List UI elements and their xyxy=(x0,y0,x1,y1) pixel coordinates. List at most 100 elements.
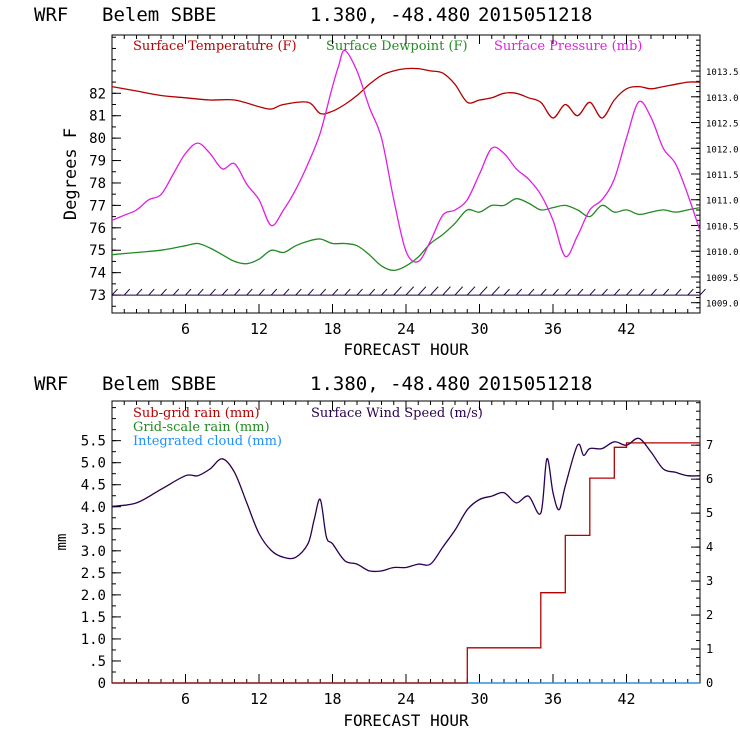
top-init-label: 2015051218 xyxy=(478,4,592,26)
wind-barb xyxy=(650,288,657,296)
y-tick-label: 5.5 xyxy=(81,434,106,450)
wind-barb xyxy=(540,288,547,296)
wind-barbs xyxy=(111,286,706,296)
x-tick-label: 6 xyxy=(181,320,190,338)
wind-barb xyxy=(577,288,584,296)
y2-tick-label: 6 xyxy=(706,472,713,486)
y-tick-label: 77 xyxy=(89,198,106,214)
bottom-panel: WRF Belem SBBE 1.380, -48.480 2015051218… xyxy=(34,373,713,730)
y2-tick-label: 1010.0 xyxy=(706,248,739,258)
wind-barb xyxy=(528,288,535,296)
x-tick-label: 36 xyxy=(544,320,562,338)
bottom-x-ticks: 6 12 18 24 30 36 42 xyxy=(111,401,701,708)
x-tick-label: 30 xyxy=(470,320,488,338)
y-tick-label: 78 xyxy=(89,176,106,192)
bottom-legend-subgrid: Sub-grid rain (mm) xyxy=(133,406,260,421)
top-legend-pressure: Surface Pressure (mb) xyxy=(494,39,642,54)
y2-tick-label: 7 xyxy=(706,438,713,452)
wind-barb xyxy=(589,288,596,296)
wind-barb xyxy=(111,288,118,296)
wind-barb xyxy=(246,288,253,296)
y2-tick-label: 1 xyxy=(706,642,713,656)
top-x-ticks: 6 12 18 24 30 36 42 xyxy=(111,35,701,338)
x-tick-label: 18 xyxy=(323,690,341,708)
wind-barb xyxy=(209,288,216,296)
wind-barb xyxy=(307,288,314,296)
bottom-init-label: 2015051218 xyxy=(478,373,592,395)
wind-barb xyxy=(503,288,510,296)
x-tick-label: 18 xyxy=(323,320,341,338)
wind-barb xyxy=(123,288,131,296)
y2-tick-label: 1012.5 xyxy=(706,120,739,130)
y2-tick-label: 1012.0 xyxy=(706,145,739,155)
wind-barb xyxy=(185,288,192,296)
wind-barb xyxy=(381,288,388,296)
wind-barb xyxy=(160,288,167,296)
y2-tick-label: 1009.5 xyxy=(706,274,739,284)
x-tick-label: 42 xyxy=(617,690,635,708)
y2-tick-label: 1013.0 xyxy=(706,94,739,104)
top-legend-temperature: Surface Temperature (F) xyxy=(133,39,297,54)
y-tick-label: 80 xyxy=(89,131,106,147)
x-tick-label: 12 xyxy=(250,320,268,338)
wind-barb xyxy=(393,286,402,296)
top-plot-frame xyxy=(111,34,701,314)
bottom-legend-gridscale: Grid-scale rain (mm) xyxy=(133,420,270,435)
y2-tick-label: 4 xyxy=(706,540,713,554)
y2-tick-label: 1011.5 xyxy=(706,171,739,181)
wind-barb xyxy=(479,286,488,296)
y-tick-label: 2.0 xyxy=(81,588,106,604)
top-x-axis-label: FORECAST HOUR xyxy=(343,340,469,359)
wind-barb xyxy=(626,288,633,296)
y-tick-label: 1.5 xyxy=(81,610,106,626)
y2-tick-label: 2 xyxy=(706,608,713,622)
y-tick-label: 79 xyxy=(89,154,106,170)
top-y-ticks: 73 74 75 76 77 78 79 80 81 82 xyxy=(89,36,121,307)
wind-barb xyxy=(687,288,694,296)
wind-barb xyxy=(172,288,180,296)
wind-barb xyxy=(552,288,559,296)
y-tick-label: 3.5 xyxy=(81,522,106,538)
wind-barb xyxy=(332,288,339,296)
bottom-model-label: WRF xyxy=(34,373,68,395)
bottom-y-axis-label: mm xyxy=(54,534,70,551)
y-tick-label: 5.0 xyxy=(81,456,106,472)
y-tick-label: 81 xyxy=(89,109,106,125)
y-tick-label: 74 xyxy=(89,266,106,282)
x-tick-label: 36 xyxy=(544,690,562,708)
y-tick-label: 73 xyxy=(89,288,106,304)
wind-barb xyxy=(442,286,451,296)
y2-tick-label: 1013.5 xyxy=(706,68,739,78)
x-tick-label: 42 xyxy=(617,320,635,338)
wind-barb xyxy=(675,288,682,296)
top-legend-dewpoint: Surface Dewpoint (F) xyxy=(326,39,468,54)
y-tick-label: .5 xyxy=(89,654,106,670)
x-tick-label: 12 xyxy=(250,690,268,708)
y2-tick-label: 5 xyxy=(706,506,713,520)
x-tick-label: 24 xyxy=(397,690,415,708)
wind-barb xyxy=(258,288,265,296)
y-tick-label: 0 xyxy=(98,676,106,692)
wind-barb xyxy=(197,288,204,296)
top-panel: WRF Belem SBBE 1.380, -48.480 2015051218… xyxy=(34,4,739,359)
x-tick-label: 6 xyxy=(181,690,190,708)
y2-tick-label: 1011.0 xyxy=(706,197,739,207)
y-tick-label: 2.5 xyxy=(81,566,106,582)
wind-speed-line xyxy=(111,437,701,573)
wind-barb xyxy=(430,286,439,296)
pressure-line xyxy=(111,49,701,263)
bottom-y-ticks: 0 .5 1.0 1.5 2.0 2.5 3.0 3.5 4.0 4.5 5.0 5.5 xyxy=(81,407,121,692)
wind-barb xyxy=(699,288,706,296)
bottom-station-label: Belem SBBE xyxy=(102,373,216,395)
top-y2-ticks: 1009.0 1009.5 1010.0 1010.5 1011.0 1011.5 1012… xyxy=(691,39,739,314)
wind-barb xyxy=(234,288,241,296)
temperature-line xyxy=(111,67,701,119)
subgrid-rain-line xyxy=(112,442,700,684)
wind-barb xyxy=(405,286,415,296)
y2-tick-label: 0 xyxy=(706,676,713,690)
y-tick-label: 76 xyxy=(89,221,106,237)
wind-barb xyxy=(454,286,464,296)
wind-barb xyxy=(136,288,143,296)
wind-barb xyxy=(601,288,608,296)
